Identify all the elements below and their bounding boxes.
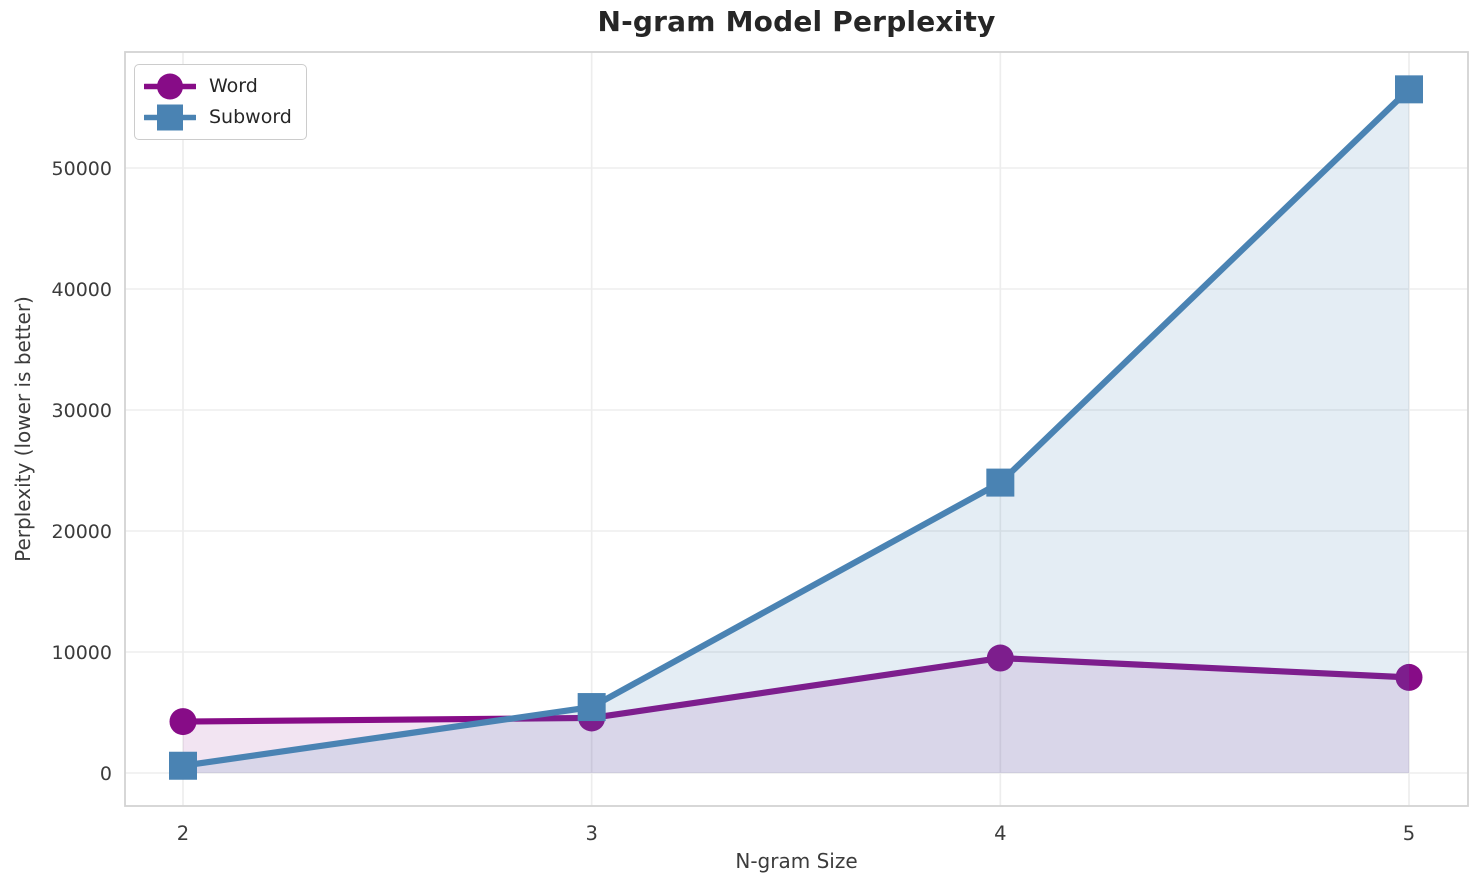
y-tick-label: 50000 — [52, 158, 112, 180]
x-axis-label: N-gram Size — [735, 849, 858, 873]
chart-title: N-gram Model Perplexity — [597, 5, 996, 38]
legend-label-word: Word — [209, 75, 258, 97]
x-tick-label: 5 — [1403, 822, 1415, 845]
subword-line — [179, 86, 1413, 769]
y-tick-label: 40000 — [52, 279, 112, 301]
x-tick-label: 3 — [585, 822, 597, 845]
x-tick-label: 2 — [177, 822, 189, 845]
legend-item-word: Word — [144, 72, 292, 101]
legend-sample-circle — [157, 73, 183, 100]
word-line — [179, 654, 1413, 725]
y-tick-label: 10000 — [52, 642, 112, 664]
word-line-circle-marker-icon — [144, 73, 196, 100]
y-tick-label: 30000 — [52, 400, 112, 422]
word-data-point — [1395, 663, 1423, 691]
subword-data-point — [986, 468, 1015, 497]
legend: Word Subword — [134, 64, 307, 140]
y-tick-label: 0 — [100, 763, 112, 785]
axes-frame — [124, 51, 1469, 807]
y-axis-label: Perplexity (lower is better) — [11, 296, 35, 562]
y-tick-label: 20000 — [52, 521, 112, 543]
subword-area-fill — [183, 89, 1409, 774]
legend-item-subword: Subword — [144, 103, 292, 132]
subword-line-square-marker-icon — [144, 104, 196, 131]
subword-data-point — [577, 693, 606, 722]
word-area-fill — [183, 658, 1409, 773]
legend-sample-square — [157, 104, 183, 131]
word-data-point — [169, 708, 197, 736]
legend-label-subword: Subword — [209, 106, 292, 128]
word-data-point — [986, 644, 1014, 672]
x-tick-label: 4 — [994, 822, 1006, 845]
subword-data-point — [169, 751, 197, 780]
subword-data-point — [1395, 75, 1423, 104]
